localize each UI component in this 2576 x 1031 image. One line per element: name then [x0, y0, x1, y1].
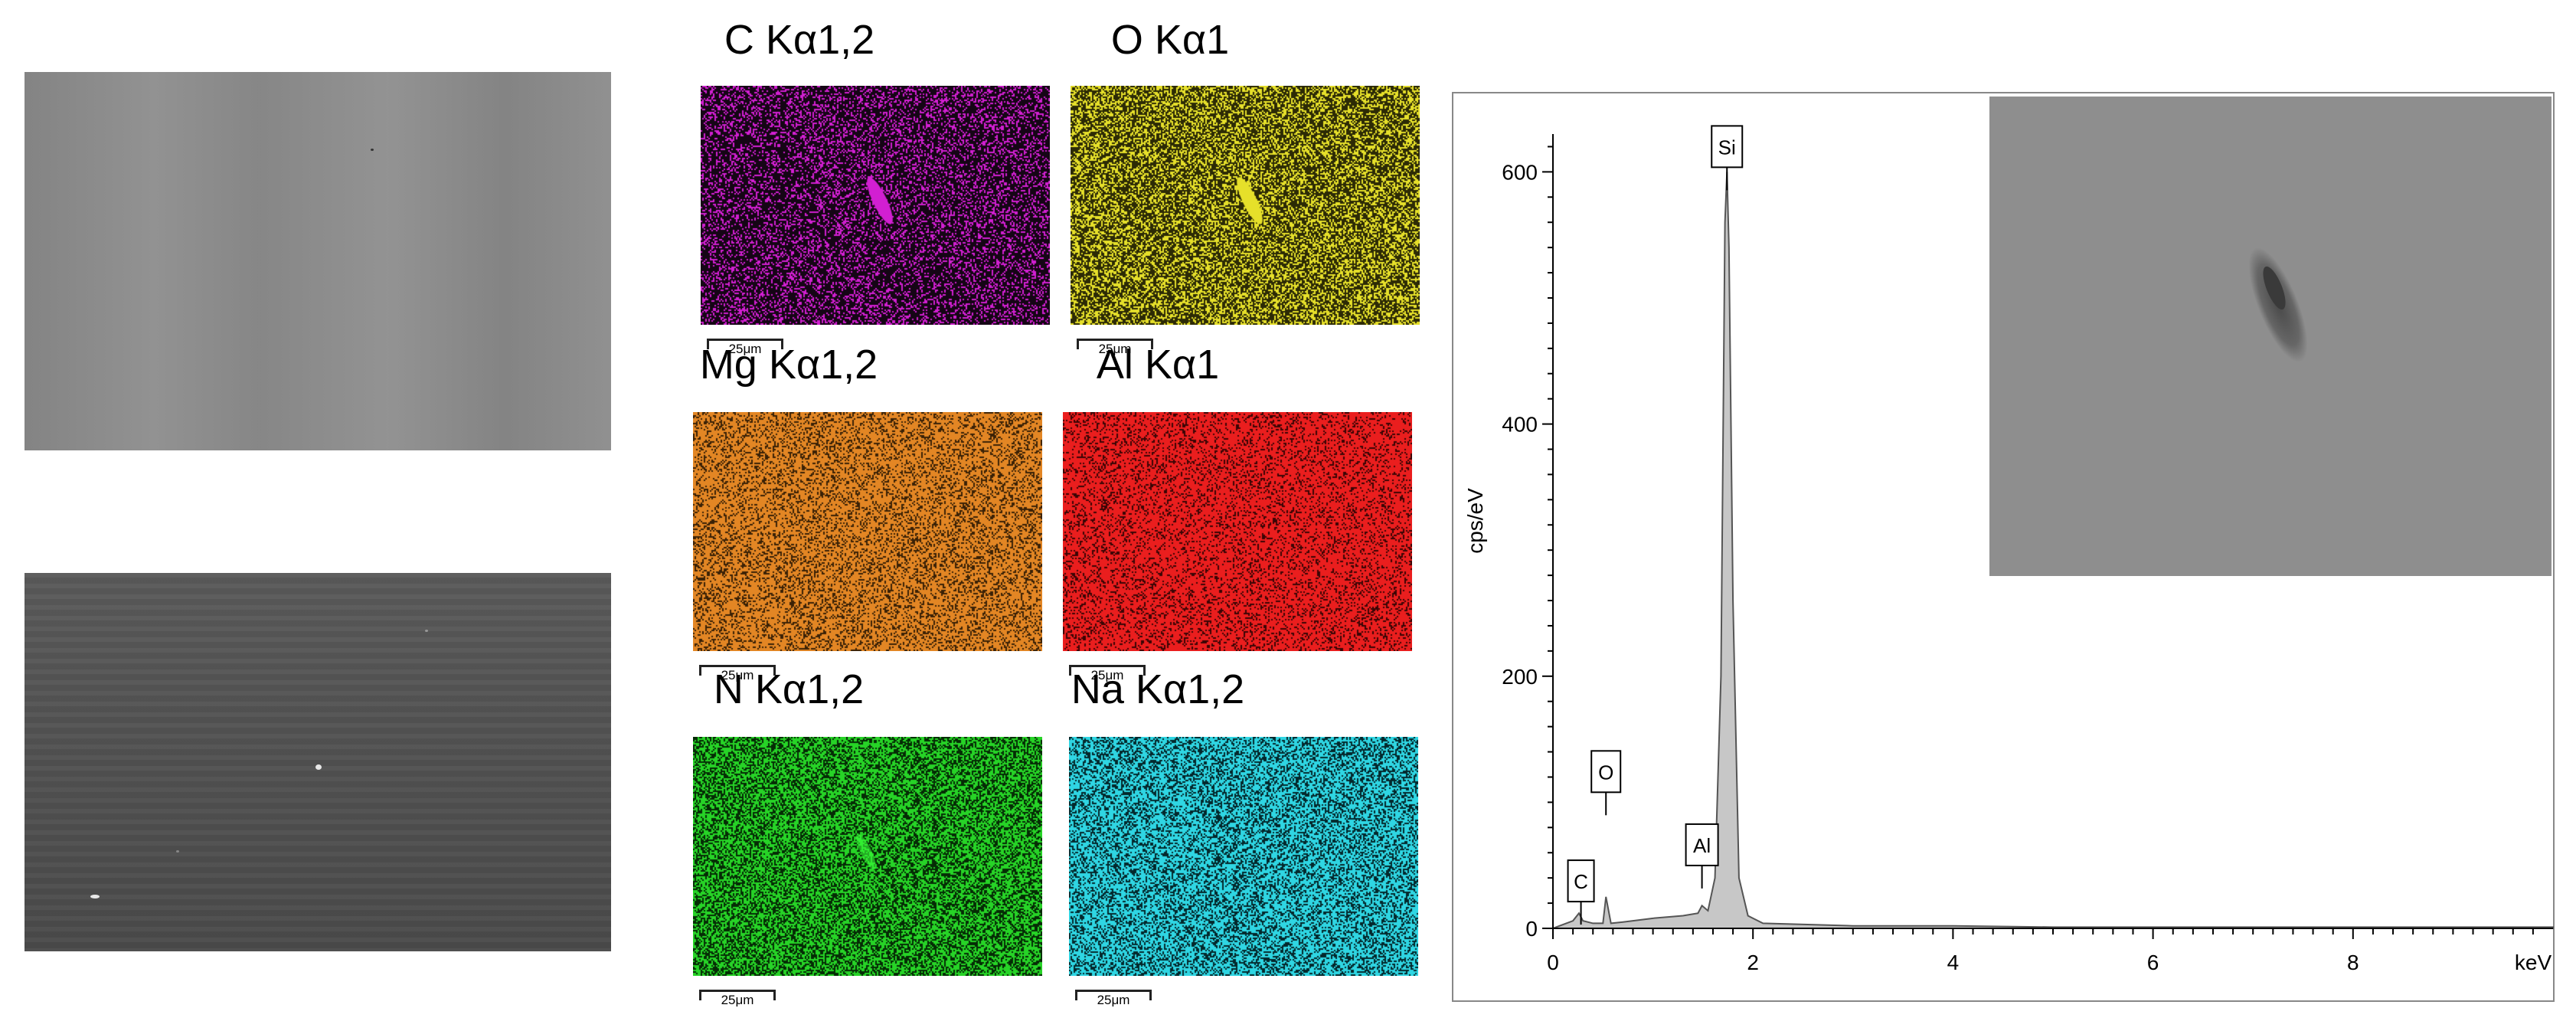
- map-label: C Kα1,2: [724, 17, 875, 63]
- scale-bar: [1077, 339, 1153, 349]
- sem-inset-image: [1989, 97, 2551, 576]
- scale-bar: [707, 339, 783, 349]
- peak-label: Al: [1693, 834, 1711, 857]
- x-tick-label: 6: [2147, 951, 2159, 974]
- peak-label-box: [1711, 125, 1744, 169]
- y-tick-label: 200: [1502, 665, 1538, 689]
- map-label: Al Kα1: [1096, 342, 1220, 388]
- sem-image-top: [25, 72, 611, 450]
- scale-bar: [1075, 990, 1152, 1000]
- y-tick-label: 400: [1502, 413, 1538, 437]
- x-axis-label: keV: [2515, 951, 2552, 974]
- element-map-image: [1071, 86, 1420, 325]
- element-map-image: [1063, 412, 1412, 651]
- scale-bar-label: 25μm: [721, 993, 754, 1007]
- x-tick-label: 4: [1947, 951, 1960, 974]
- peak-label: Si: [1718, 136, 1736, 159]
- x-tick-label: 0: [1547, 951, 1559, 974]
- peak-label: O: [1598, 761, 1613, 784]
- scale-bar-label: 25μm: [728, 342, 762, 356]
- spectrum-area: [1552, 172, 2554, 929]
- element-map-image: [701, 86, 1050, 325]
- x-tick-label: 2: [1747, 951, 1759, 974]
- eds-spectrum-chart: 0 200 400 600 0 2 4 6 8 keV cps/eV Si C O Al: [1463, 125, 2554, 974]
- map-label: Mg Kα1,2: [699, 342, 878, 388]
- element-map-image: [693, 412, 1042, 651]
- y-tick-label: 600: [1502, 160, 1538, 184]
- y-tick-label: 0: [1525, 917, 1538, 941]
- peak-label-box: [1590, 750, 1622, 794]
- scale-bar: [1069, 665, 1146, 676]
- scale-bar-label: 25μm: [721, 668, 754, 682]
- element-map-image: [693, 737, 1042, 976]
- sem-image-bottom: [25, 573, 611, 951]
- map-label: O Kα1: [1110, 17, 1230, 63]
- particle-shape: [2248, 247, 2308, 362]
- scale-bar: [699, 665, 776, 676]
- element-map-image: [1069, 737, 1418, 976]
- y-axis-label: cps/eV: [1463, 488, 1487, 554]
- scale-bar: [699, 990, 776, 1000]
- x-tick-label: 8: [2347, 951, 2359, 974]
- scale-bar-label: 25μm: [1090, 668, 1124, 682]
- spectrum-panel: [1452, 92, 2555, 1002]
- map-label: Na Kα1,2: [1071, 666, 1245, 712]
- map-label: N Kα1,2: [713, 666, 865, 712]
- peak-label-box: [1567, 859, 1595, 903]
- peak-label-box: [1685, 823, 1719, 866]
- peak-label: C: [1574, 870, 1588, 893]
- scale-bar-label: 25μm: [1097, 993, 1130, 1007]
- scale-bar-label: 25μm: [1098, 342, 1132, 356]
